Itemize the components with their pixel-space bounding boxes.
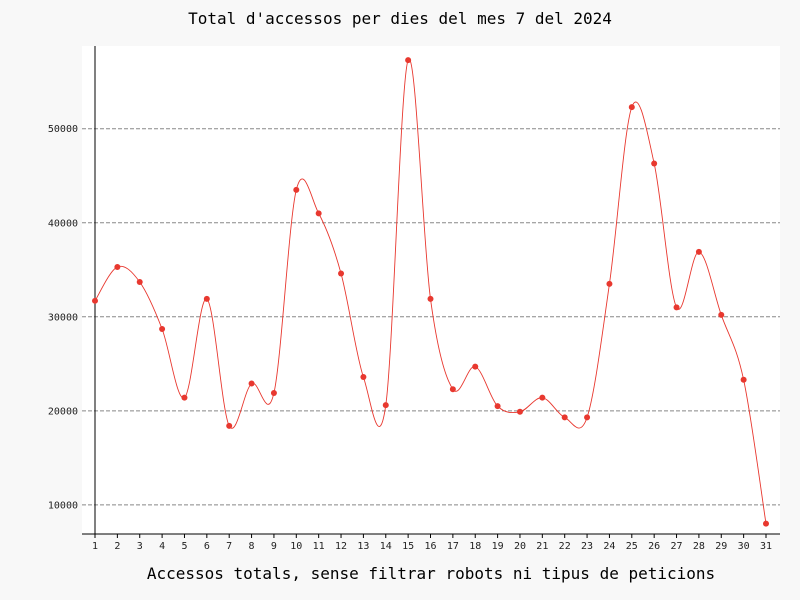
data-point — [539, 394, 546, 401]
data-point — [293, 186, 300, 193]
y-tick-label: 10000 — [48, 500, 78, 511]
data-point — [494, 403, 501, 410]
data-point — [651, 160, 658, 167]
x-tick-label: 15 — [402, 541, 414, 552]
y-tick-label: 50000 — [48, 124, 78, 135]
grid-lines — [82, 128, 780, 506]
data-point — [360, 373, 367, 380]
x-tick-label: 12 — [335, 541, 347, 552]
y-tick-label: 30000 — [48, 312, 78, 323]
data-point — [606, 280, 613, 287]
x-tick-label: 28 — [693, 541, 705, 552]
data-point — [584, 414, 591, 421]
x-tick-label: 9 — [271, 541, 277, 552]
data-point — [338, 270, 345, 277]
data-point — [92, 297, 98, 304]
x-tick-label: 25 — [626, 541, 638, 552]
x-tick-label: 10 — [290, 541, 302, 552]
data-point — [695, 248, 702, 255]
x-tick-label: 2 — [114, 541, 120, 552]
data-points — [92, 57, 769, 527]
data-point — [270, 389, 277, 396]
data-point — [405, 57, 412, 64]
x-tick-label: 7 — [226, 541, 232, 552]
data-point — [472, 363, 479, 370]
y-tick-label: 20000 — [48, 406, 78, 417]
x-axis-label: Accessos totals, sense filtrar robots ni… — [146, 564, 716, 583]
x-tick-label: 1 — [92, 541, 98, 552]
x-tick-label: 29 — [715, 541, 727, 552]
data-point — [740, 376, 747, 383]
x-tick-labels: 1 2 3 4 5 6 7 8 9 10 11 12 13 14 15 16 17 18 19 20 21 22 23 24 2… — [92, 534, 772, 552]
data-point — [449, 386, 456, 393]
x-tick-label: 11 — [313, 541, 325, 552]
x-tick-label: 14 — [380, 541, 392, 552]
data-point — [561, 414, 568, 421]
data-point — [673, 304, 680, 311]
x-tick-label: 16 — [424, 541, 436, 552]
x-tick-label: 22 — [559, 541, 571, 552]
data-point — [315, 210, 322, 217]
plot-area — [82, 46, 780, 534]
data-point — [114, 263, 121, 270]
x-tick-label: 19 — [492, 541, 504, 552]
x-tick-label: 26 — [648, 541, 660, 552]
data-point — [628, 104, 635, 111]
chart-title: Total d'accessos per dies del mes 7 del … — [188, 9, 612, 28]
data-point — [159, 326, 166, 333]
y-tick-label: 40000 — [48, 218, 78, 229]
x-tick-label: 23 — [581, 541, 593, 552]
data-point — [181, 394, 188, 401]
x-tick-label: 4 — [159, 541, 165, 552]
x-tick-label: 6 — [204, 541, 210, 552]
data-point — [427, 295, 434, 302]
data-point — [718, 311, 725, 318]
x-tick-label: 30 — [738, 541, 750, 552]
data-point — [516, 408, 523, 415]
y-tick-labels: 10000 20000 30000 40000 50000 — [48, 124, 78, 511]
x-tick-label: 21 — [536, 541, 548, 552]
data-point — [382, 402, 389, 409]
data-point — [136, 279, 143, 286]
x-tick-label: 5 — [181, 541, 187, 552]
data-point — [203, 295, 210, 302]
x-tick-label: 13 — [357, 541, 369, 552]
x-tick-label: 18 — [469, 541, 481, 552]
data-point — [226, 422, 233, 429]
x-tick-label: 24 — [603, 541, 615, 552]
data-point — [763, 520, 769, 527]
data-point — [248, 380, 255, 387]
x-tick-label: 20 — [514, 541, 526, 552]
x-tick-label: 8 — [249, 541, 255, 552]
x-tick-label: 31 — [760, 541, 772, 552]
x-tick-label: 27 — [671, 541, 683, 552]
x-tick-label: 3 — [137, 541, 143, 552]
x-tick-label: 17 — [447, 541, 459, 552]
